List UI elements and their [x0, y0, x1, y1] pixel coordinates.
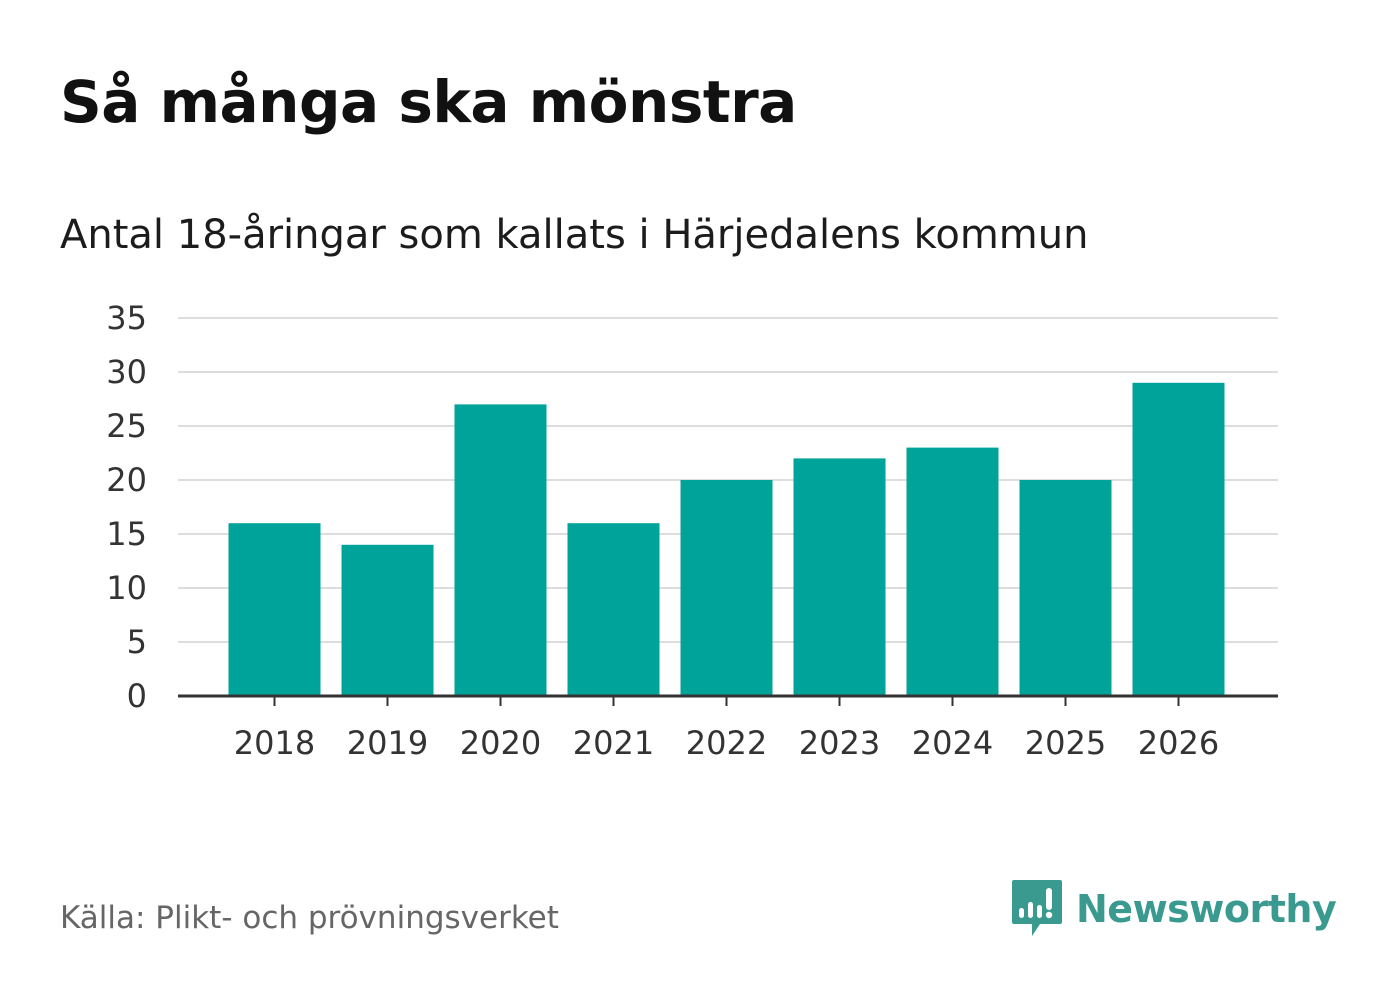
- source-note: Källa: Plikt- och prövningsverket: [60, 900, 559, 936]
- chart-title: Så många ska mönstra: [60, 68, 797, 136]
- bar-2020[interactable]: [454, 404, 547, 696]
- bar-2018[interactable]: [228, 523, 321, 696]
- bar-2025[interactable]: [1019, 480, 1112, 696]
- y-tick-label: 30: [106, 353, 147, 391]
- bar-2026[interactable]: [1132, 382, 1225, 696]
- bar-2019[interactable]: [341, 544, 434, 696]
- bar-2022[interactable]: [680, 480, 773, 696]
- chart-subtitle: Antal 18-åringar som kallats i Härjedale…: [60, 212, 1089, 258]
- x-tick-label-2020: 2020: [460, 724, 541, 762]
- y-tick-label: 35: [106, 299, 147, 337]
- y-tick-label: 25: [106, 407, 147, 445]
- y-tick-label: 20: [106, 461, 147, 499]
- y-tick-label: 15: [106, 515, 147, 553]
- x-tick-label-2022: 2022: [686, 724, 767, 762]
- x-tick-label-2023: 2023: [799, 724, 880, 762]
- x-tick-label-2018: 2018: [234, 724, 315, 762]
- x-tick-label-2019: 2019: [347, 724, 428, 762]
- brand-logo[interactable]: Newsworthy: [1010, 878, 1337, 940]
- y-tick-label: 5: [127, 623, 147, 661]
- x-tick-label-2024: 2024: [912, 724, 993, 762]
- x-tick-label-2026: 2026: [1138, 724, 1219, 762]
- y-axis-labels: 0 5 10 15 20 25 30 35: [106, 299, 147, 715]
- x-axis-labels: 2018 2019 2020 2021 2022 2023 2024 2025 2026: [178, 694, 1278, 762]
- bar-2024[interactable]: [906, 447, 999, 696]
- y-tick-label: 0: [127, 677, 147, 715]
- bars: [228, 382, 1225, 696]
- brand-name: Newsworthy: [1076, 887, 1337, 931]
- newsworthy-icon: [1012, 880, 1062, 936]
- bar-2023[interactable]: [793, 458, 886, 696]
- y-tick-label: 10: [106, 569, 147, 607]
- x-tick-label-2025: 2025: [1025, 724, 1106, 762]
- x-tick-label-2021: 2021: [573, 724, 654, 762]
- bar-2021[interactable]: [567, 523, 660, 696]
